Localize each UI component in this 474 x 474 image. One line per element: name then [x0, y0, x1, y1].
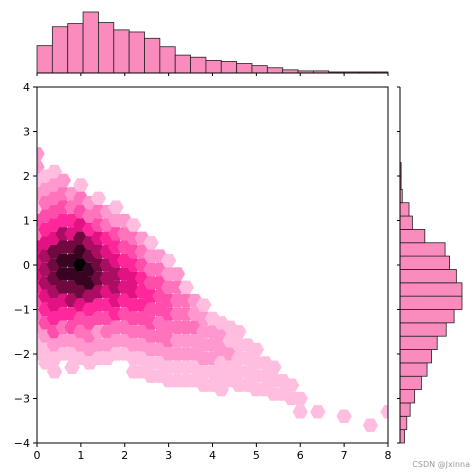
hexbin-cell	[160, 253, 177, 268]
hexbin-cell	[266, 360, 282, 375]
y-tick-label: 2	[23, 170, 30, 183]
y-hist-bar	[399, 242, 446, 257]
y-hist-bar	[399, 282, 463, 297]
hexbin-cell	[336, 409, 352, 423]
y-marginal-histogram	[399, 87, 463, 444]
y-tick-label: −4	[14, 437, 30, 450]
hexbin-cell	[213, 382, 229, 397]
hexbin-cell	[64, 360, 80, 375]
x-tick-label: 8	[385, 449, 392, 462]
x-hist-bar	[205, 59, 222, 74]
hexbin-cell	[37, 160, 45, 174]
hexbin-cell	[46, 164, 63, 179]
hexbin-cell	[125, 218, 142, 232]
x-tick-label: 1	[77, 449, 84, 462]
x-tick-label: 5	[253, 449, 260, 462]
x-hist-bar	[144, 37, 161, 74]
hexbin-cells	[37, 147, 388, 432]
x-hist-bar	[174, 54, 191, 74]
watermark: CSDN @Jxinna	[412, 460, 470, 469]
hexbin-cell	[55, 173, 72, 188]
hexbin-cell	[231, 325, 247, 339]
x-tick-label: 2	[121, 449, 128, 462]
y-hist-bar	[399, 389, 416, 404]
hexbin-cell	[292, 391, 308, 406]
x-hist-bar	[113, 29, 130, 74]
y-hist-bar	[399, 429, 405, 444]
y-hist-bar	[399, 349, 432, 364]
hexbin-cell-group	[37, 147, 388, 432]
y-tick-label: −1	[14, 304, 30, 317]
hexbin-cell	[178, 280, 194, 294]
hexbin-cell	[90, 191, 107, 205]
y-tick-label: −2	[14, 348, 30, 361]
x-tick-label: 4	[209, 449, 216, 462]
x-hist-bar	[36, 45, 53, 74]
y-hist-bar	[399, 402, 411, 417]
x-hist-bar	[98, 22, 115, 74]
y-tick-label: 3	[23, 126, 30, 139]
y-hist-bar	[399, 322, 447, 337]
y-axis-ticks: −4 −3 −2 −1 0 1 2 3 4	[14, 81, 400, 450]
hexbin-cell	[248, 342, 265, 357]
hexbin-cell	[292, 405, 308, 419]
hexbin-cell	[73, 178, 89, 192]
y-hist-bar	[399, 375, 422, 391]
hexbin-cell	[37, 147, 45, 161]
y-hist-bar	[399, 228, 426, 244]
x-hist-bar	[159, 46, 176, 74]
hexbin-cell	[362, 418, 379, 432]
hexbin-cell	[196, 298, 212, 312]
y-hist-bar	[399, 415, 408, 431]
y-tick-label: −3	[14, 393, 30, 406]
y-hist-bar	[399, 362, 428, 377]
hexbin-cell	[283, 378, 300, 392]
y-tick-label: 1	[23, 215, 30, 228]
x-hist-bar	[236, 63, 253, 74]
hexbin-cell	[310, 405, 326, 419]
x-tick-label: 0	[34, 449, 41, 462]
y-tick-label: 0	[23, 259, 30, 272]
x-hist-bar	[251, 65, 268, 74]
x-tick-label: 6	[297, 449, 304, 462]
y-hist-bar	[399, 269, 457, 284]
x-hist-bar	[266, 67, 284, 74]
hexbin-cell	[169, 267, 186, 281]
hexbin-cell	[108, 200, 124, 214]
x-hist-bar	[128, 31, 145, 74]
x-hist-bar	[220, 61, 238, 74]
y-hist-bar	[399, 295, 463, 310]
x-hist-bar	[67, 23, 84, 74]
y-hist-bar	[399, 255, 450, 270]
y-hist-bar	[399, 309, 455, 324]
x-hist-bar	[82, 11, 99, 74]
hexbin-cell	[380, 405, 388, 419]
x-marginal-histogram	[36, 11, 389, 74]
y-hist-bar	[399, 202, 410, 217]
y-tick-label: 4	[23, 81, 30, 94]
x-tick-label: 7	[341, 449, 348, 462]
hexbin-cell	[46, 365, 63, 379]
x-tick-label: 3	[165, 449, 172, 462]
x-hist-bar	[51, 26, 69, 74]
y-hist-bar	[399, 215, 413, 230]
y-hist-bar	[399, 335, 438, 350]
hexbin-cell	[143, 236, 159, 250]
x-hist-bar	[190, 56, 207, 74]
